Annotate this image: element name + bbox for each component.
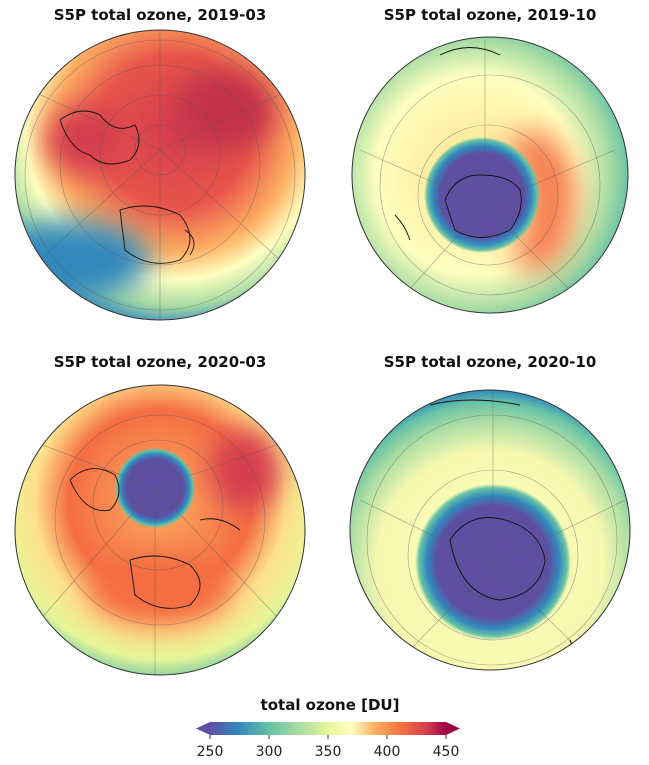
colorbar-extend [446,722,460,735]
globe-map [350,390,630,670]
colorbar-extend [196,722,210,735]
globe-map [352,37,628,313]
colorbar-tick-label: 450 [433,744,460,760]
colorbar-tick-label: 250 [197,744,224,760]
colorbar [210,722,446,735]
panel-title: S5P total ozone, 2019-10 [384,6,597,24]
globe-map [0,30,305,320]
panel-title: S5P total ozone, 2019-03 [54,6,267,24]
panel-title: S5P total ozone, 2020-10 [384,353,597,371]
colorbar-label: total ozone [DU] [261,696,400,714]
colorbar-tick-label: 400 [374,744,401,760]
figure: S5P total ozone, 2019-03 S5P total ozone… [0,0,649,765]
panel-title: S5P total ozone, 2020-03 [54,353,267,371]
colorbar-tick-label: 350 [315,744,342,760]
colorbar-ticks: 250 300 350 400 450 [197,735,460,760]
colorbar-tick-label: 300 [256,744,283,760]
globe-map [15,385,305,675]
